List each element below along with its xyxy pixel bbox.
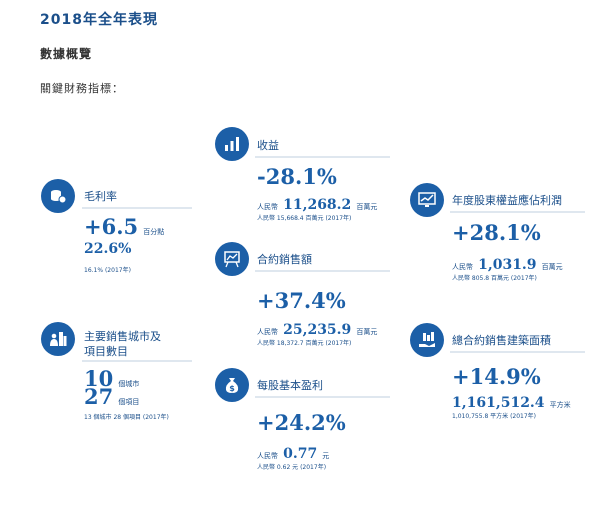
hand-buildings-icon bbox=[410, 323, 444, 357]
revenue-value: 11,268.2 bbox=[283, 197, 352, 213]
project-count: 27 bbox=[84, 384, 114, 409]
eps-value: 0.77 bbox=[283, 446, 318, 462]
cities-label-line2: 項目數目 bbox=[84, 345, 128, 358]
revenue-prev: 人民幣 15,668.4 百萬元 (2017年) bbox=[257, 215, 352, 222]
unit: 百萬元 bbox=[356, 203, 378, 211]
unit: 平方米 bbox=[549, 401, 571, 409]
eps-change: +24.2% bbox=[257, 410, 346, 435]
project-unit: 個項目 bbox=[118, 398, 140, 406]
contract-sales-label: 合約銷售額 bbox=[257, 253, 312, 266]
revenue-change: -28.1% bbox=[257, 164, 337, 189]
contract-sales-prev: 人民幣 18,372.7 百萬元 (2017年) bbox=[257, 340, 352, 347]
currency-prefix: 人民幣 bbox=[452, 263, 473, 271]
gross-margin-value: 22.6% bbox=[84, 241, 132, 257]
revenue-label: 收益 bbox=[257, 139, 279, 152]
page-title: 2018年全年表現 bbox=[40, 12, 158, 28]
section-lead: 關鍵財務指標： bbox=[40, 82, 124, 95]
contract-sales-value: 25,235.9 bbox=[283, 322, 352, 338]
divider bbox=[82, 360, 192, 362]
eps-label: 每股基本盈利 bbox=[257, 379, 323, 392]
eps-prev: 人民幣 0.62 元 (2017年) bbox=[257, 464, 327, 471]
city-count: 10 bbox=[84, 366, 114, 391]
gfa-label: 總合約銷售建築面積 bbox=[452, 334, 551, 347]
unit: 百萬元 bbox=[356, 328, 378, 336]
unit: 元 bbox=[322, 452, 330, 460]
divider bbox=[255, 156, 390, 158]
bar-chart-icon bbox=[215, 127, 249, 161]
profit-prev: 人民幣 805.8 百萬元 (2017年) bbox=[452, 275, 537, 282]
profit-value: 1,031.9 bbox=[478, 257, 537, 273]
people-buildings-icon bbox=[41, 322, 75, 356]
gross-margin-prev: 16.1% (2017年) bbox=[84, 267, 131, 274]
unit: 百萬元 bbox=[541, 263, 563, 271]
profit-label: 年度股東權益應佔利潤 bbox=[452, 194, 562, 207]
profit-change: +28.1% bbox=[452, 220, 541, 245]
currency-prefix: 人民幣 bbox=[257, 452, 278, 460]
contract-sales-change: +37.4% bbox=[257, 288, 346, 313]
section-subtitle: 數據概覽 bbox=[40, 47, 93, 61]
gfa-change: +14.9% bbox=[452, 364, 541, 389]
presentation-board-icon bbox=[215, 242, 249, 276]
cities-label-line1: 主要銷售城市及 bbox=[84, 330, 161, 343]
gross-margin-label: 毛利率 bbox=[84, 190, 117, 203]
divider bbox=[255, 396, 390, 398]
divider bbox=[255, 270, 390, 272]
currency-prefix: 人民幣 bbox=[257, 328, 278, 336]
coins-icon bbox=[41, 179, 75, 213]
money-bag-icon: $ bbox=[215, 368, 249, 402]
unit: 百分點 bbox=[143, 228, 165, 236]
gfa-prev: 1,010,755.8 平方米 (2017年) bbox=[452, 413, 537, 420]
cities-prev: 13 個城市 28 個項目 (2017年) bbox=[84, 414, 169, 421]
line-chart-monitor-icon bbox=[410, 183, 444, 217]
currency-prefix: 人民幣 bbox=[257, 203, 278, 211]
city-unit: 個城市 bbox=[118, 380, 140, 388]
gross-margin-change: +6.5 bbox=[84, 214, 139, 239]
gfa-value: 1,161,512.4 bbox=[452, 395, 545, 411]
divider bbox=[82, 207, 192, 209]
svg-text:$: $ bbox=[229, 384, 235, 393]
divider bbox=[450, 351, 585, 353]
divider bbox=[450, 211, 585, 213]
